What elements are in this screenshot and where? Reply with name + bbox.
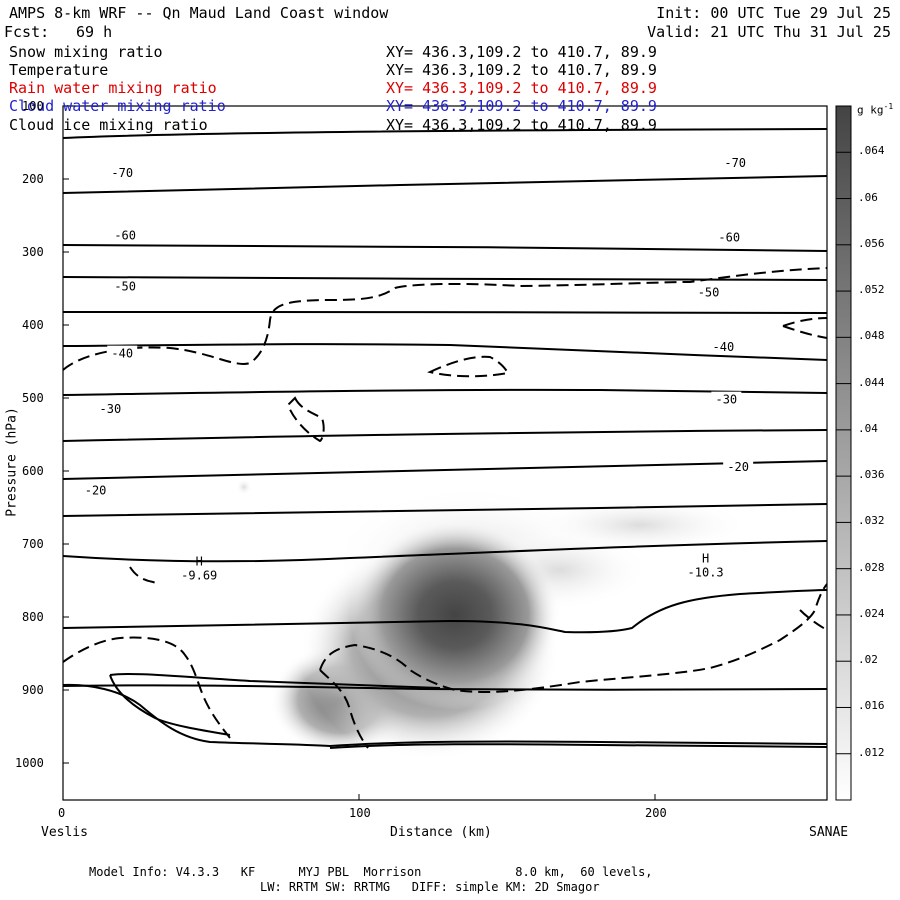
isotherm-label: -50 <box>114 279 136 293</box>
high-value: -10.3 <box>688 566 724 580</box>
colorbar <box>835 105 852 801</box>
isotherm-label-bg <box>711 391 742 407</box>
y-tick-label: 400 <box>22 318 44 332</box>
isotherm-label-bg <box>80 482 111 498</box>
field-xy-cloud-ice: XY= 436.3,109.2 to 410.7, 89.9 <box>386 116 657 134</box>
field-name-rain: Rain water mixing ratio <box>9 79 217 97</box>
y-tick-label: 900 <box>22 683 44 697</box>
field-name-temperature: Temperature <box>9 61 109 79</box>
colorbar-label: .012 <box>858 745 885 759</box>
isotherm-label: -40 <box>111 347 133 361</box>
snow-shading <box>236 479 750 760</box>
y-tick-label: 700 <box>22 537 44 551</box>
colorbar-label: .04 <box>858 421 878 435</box>
y-tick-label: 200 <box>22 172 44 186</box>
isotherm-label: -60 <box>718 230 740 244</box>
colorbar-unit: g kg-1 <box>857 102 893 117</box>
x-tick-label: 0 <box>58 806 66 820</box>
axis-ticks <box>63 178 656 800</box>
plot-frame <box>62 105 828 801</box>
colorbar-label: .044 <box>858 375 885 389</box>
x-tick-label: 100 <box>349 806 371 820</box>
isotherm-label-bg <box>714 229 745 245</box>
isotherm-label-bg <box>107 345 138 361</box>
y-tick-label: 500 <box>22 391 44 405</box>
colorbar-label: .056 <box>858 236 885 250</box>
forecast-hours: 69 h <box>76 23 113 41</box>
y-tick-label: 100 <box>22 99 44 113</box>
colorbar-label: .064 <box>858 144 885 158</box>
isotherm-label: -50 <box>698 285 720 299</box>
colorbar-label: .016 <box>858 699 885 713</box>
y-tick-label: 1000 <box>15 756 44 770</box>
field-xy-snow: XY= 436.3,109.2 to 410.7, 89.9 <box>386 43 657 61</box>
field-name-cloud-water: Cloud water mixing ratio <box>9 97 226 115</box>
colorbar-label: .024 <box>858 606 885 620</box>
isotherm-label: -20 <box>727 460 749 474</box>
colorbar-label: .028 <box>858 560 885 574</box>
isotherm-label: -70 <box>111 166 133 180</box>
field-xy-cloud-water: XY= 436.3,109.2 to 410.7, 89.9 <box>386 97 657 115</box>
isotherm-labels: -70 -70 -60 -60 -50 -50 -40 -40 -30 -30 -20 -20 <box>80 154 754 498</box>
field-xy-temperature: XY= 436.3,109.2 to 410.7, 89.9 <box>386 61 657 79</box>
colorbar-label: .06 <box>858 190 878 204</box>
isotherm-label-bg <box>110 227 141 243</box>
y-axis-label: Pressure (hPa) <box>4 407 20 517</box>
left-endpoint-label: Veslis <box>41 825 88 840</box>
isotherm-label: -20 <box>85 483 107 497</box>
y-tick-label: 600 <box>22 464 44 478</box>
field-xy-rain: XY= 436.3,109.2 to 410.7, 89.9 <box>386 79 657 97</box>
isotherm-label-bg <box>107 165 138 181</box>
colorbar-unit-exponent: -1 <box>883 102 894 111</box>
x-tick-label: 200 <box>645 806 667 820</box>
x-axis-label: Distance (km) <box>390 825 492 840</box>
high-marker: H <box>702 552 709 566</box>
isotherm-label-bg <box>723 458 754 474</box>
isotherm-label: -60 <box>114 228 136 242</box>
y-tick-label: 300 <box>22 245 44 259</box>
high-value: -9.69 <box>181 569 217 583</box>
high-labels: H-9.69H-10.3 <box>181 552 723 583</box>
field-name-cloud-ice: Cloud ice mixing ratio <box>9 116 208 134</box>
colorbar-label: .032 <box>858 514 885 528</box>
isotherm-label-bg <box>720 154 751 170</box>
model-info-line1: Model Info: V4.3.3 KF MYJ PBL Morrison 8… <box>89 865 653 879</box>
isotherm-label-bg <box>708 339 739 355</box>
field-name-snow: Snow mixing ratio <box>9 43 163 61</box>
colorbar-label: .052 <box>858 283 885 297</box>
high-marker: H <box>196 555 203 569</box>
isotherm-label: -30 <box>715 393 737 407</box>
y-tick-label: 800 <box>22 610 44 624</box>
forecast-label: Fcst: <box>4 23 50 41</box>
isotherm-label-bg <box>95 401 126 417</box>
model-info-line2: LW: RRTM SW: RRTMG DIFF: simple KM: 2D S… <box>260 880 600 894</box>
chart-title: AMPS 8-km WRF -- Qn Maud Land Coast wind… <box>9 4 389 22</box>
colorbar-label: .036 <box>858 468 885 482</box>
colorbar-label: .048 <box>858 329 885 343</box>
isotherm-label: -40 <box>713 340 735 354</box>
right-endpoint-label: SANAE <box>809 825 849 840</box>
valid-time: Valid: 21 UTC Thu 31 Jul 25 <box>647 23 891 41</box>
isotherm-label-bg <box>693 284 724 300</box>
colorbar-unit-text: g kg <box>857 103 884 117</box>
init-time: Init: 00 UTC Tue 29 Jul 25 <box>656 4 891 22</box>
isotherm-label: -30 <box>100 402 122 416</box>
colorbar-label: .02 <box>858 653 878 667</box>
isotherm-label-bg <box>110 278 141 294</box>
dashed-contours <box>63 267 827 749</box>
isotherm-lines <box>63 128 827 749</box>
isotherm-label: -70 <box>724 156 746 170</box>
